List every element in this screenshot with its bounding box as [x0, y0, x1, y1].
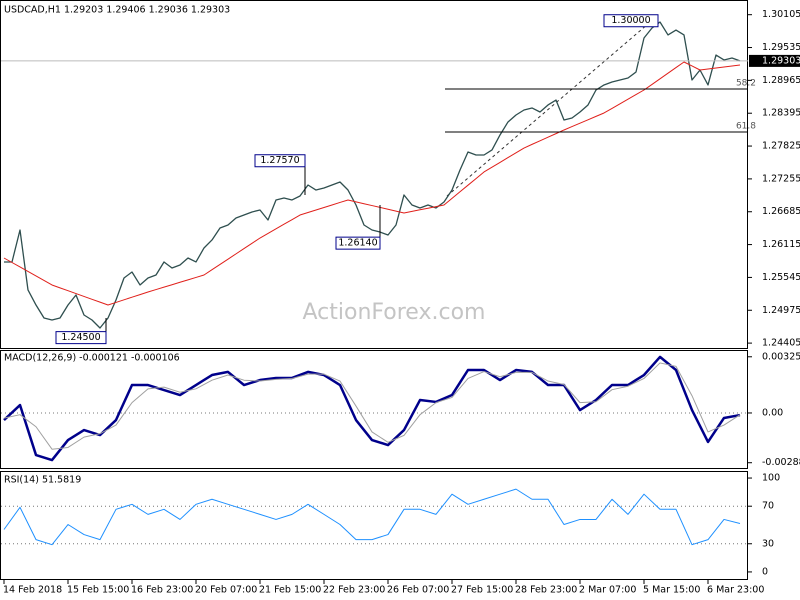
- macd-panel: [0, 350, 748, 469]
- fib-swing-line: [446, 17, 656, 197]
- y-tick-label: 70: [762, 501, 774, 512]
- rsi-panel: [0, 471, 748, 580]
- annotation-label: 1.26140: [338, 238, 377, 249]
- x-tick-label: 26 Feb 07:00: [387, 585, 449, 596]
- last-price-label: 1.29303: [762, 55, 800, 66]
- x-tick-label: 15 Feb 15:00: [67, 585, 129, 596]
- annotation-box: [254, 154, 306, 168]
- series-line: [3, 355, 741, 462]
- y-tick-label: 0.003257: [762, 351, 800, 362]
- y-tick-label: 30: [762, 538, 774, 549]
- series-line: [3, 362, 741, 450]
- y-tick-label: 1.28395: [762, 108, 800, 119]
- y-tick-label: 0: [762, 566, 768, 577]
- y-tick-label: 1.24405: [762, 338, 800, 349]
- x-tick-label: 22 Feb 23:00: [323, 585, 385, 596]
- x-tick-label: 21 Feb 15:00: [259, 585, 321, 596]
- last-price-box: [749, 54, 800, 67]
- x-tick-label: 27 Feb 15:00: [451, 585, 513, 596]
- y-tick-label: 0.00: [762, 407, 783, 418]
- series-line: [3, 61, 741, 306]
- y-tick-label: 1.29535: [762, 42, 800, 53]
- y-tick-label: 1.28965: [762, 75, 800, 86]
- x-tick-label: 16 Feb 23:00: [131, 585, 193, 596]
- price-title: USDCAD,H1 1.29203 1.29406 1.29036 1.2930…: [4, 5, 230, 16]
- annotation-box: [603, 14, 659, 28]
- series-line: [3, 488, 741, 546]
- y-tick-label: 1.30105: [762, 9, 800, 20]
- annotation-label: 1.30000: [611, 15, 650, 26]
- annotation-label: 1.27570: [260, 155, 299, 166]
- x-tick-label: 2 Mar 07:00: [579, 585, 636, 596]
- annotation-box: [335, 236, 381, 250]
- macd-title: MACD(12,26,9) -0.000121 -0.000106: [4, 353, 180, 364]
- y-tick-label: 1.25545: [762, 272, 800, 283]
- x-tick-label: 5 Mar 15:00: [643, 585, 700, 596]
- price-panel: [0, 0, 748, 349]
- y-tick-label: 1.24975: [762, 305, 800, 316]
- x-tick-label: 28 Feb 23:00: [515, 585, 577, 596]
- watermark: ActionForex.com: [303, 300, 486, 325]
- y-tick-label: -0.002884: [762, 457, 800, 468]
- fib-label: 61.8: [736, 121, 756, 131]
- x-tick-label: 6 Mar 23:00: [707, 585, 764, 596]
- annotation-box: [55, 331, 107, 345]
- x-tick-label: 20 Feb 07:00: [195, 585, 257, 596]
- y-tick-label: 100: [762, 473, 780, 484]
- rsi-title: RSI(14) 51.5819: [4, 475, 81, 486]
- series-line: [4, 21, 741, 329]
- y-tick-label: 1.27255: [762, 173, 800, 184]
- y-tick-label: 1.27825: [762, 141, 800, 152]
- y-tick-label: 1.26115: [762, 239, 800, 250]
- annotation-label: 1.24500: [61, 332, 100, 343]
- fib-label: 58.2: [736, 79, 756, 89]
- y-tick-label: 1.26685: [762, 206, 800, 217]
- x-tick-label: 14 Feb 2018: [3, 585, 62, 596]
